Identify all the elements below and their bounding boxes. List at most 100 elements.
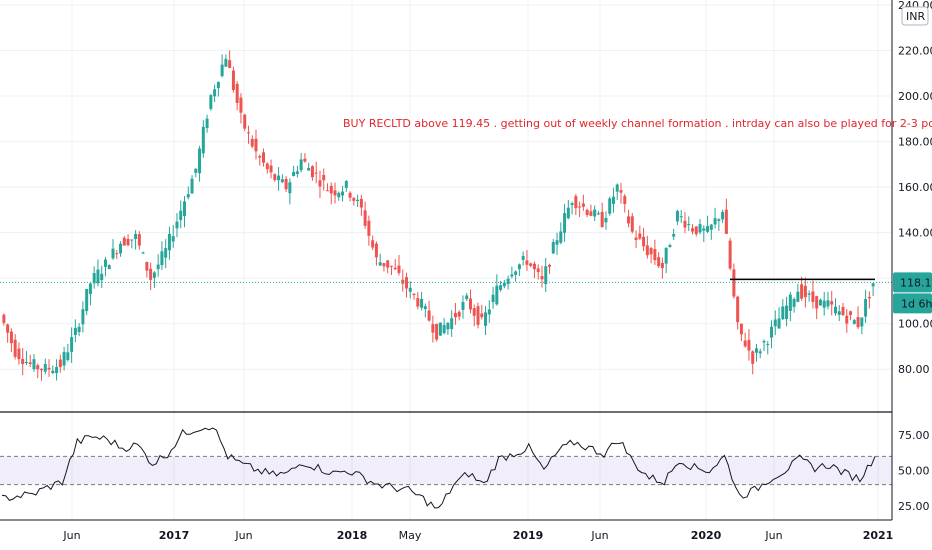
candle-body bbox=[21, 358, 25, 364]
candle-body bbox=[107, 265, 111, 270]
candle-body bbox=[864, 299, 868, 317]
candle-body bbox=[401, 279, 405, 284]
candle-body bbox=[788, 294, 792, 311]
candle-body bbox=[243, 114, 247, 129]
countdown-label: 1d 6h bbox=[901, 297, 932, 310]
candle-body bbox=[329, 185, 333, 194]
candle-body bbox=[683, 220, 687, 228]
candle-body bbox=[645, 245, 649, 256]
candle-body bbox=[386, 260, 390, 268]
last-price-badge-bg bbox=[893, 272, 932, 293]
candle-body bbox=[480, 313, 484, 318]
candle-body bbox=[694, 226, 698, 235]
price-tick-label: 80.00 bbox=[898, 363, 930, 376]
candle-body bbox=[502, 282, 506, 287]
candle-body bbox=[747, 339, 751, 351]
candle-body bbox=[446, 322, 450, 330]
candle-body bbox=[9, 331, 13, 344]
candle-body bbox=[672, 234, 676, 237]
candle-body bbox=[81, 309, 85, 325]
candle-body bbox=[830, 301, 834, 305]
candle-body bbox=[721, 211, 725, 220]
candle-body bbox=[6, 324, 10, 333]
candle-body bbox=[51, 370, 55, 374]
candle-body bbox=[359, 198, 363, 208]
candle-body bbox=[837, 311, 841, 315]
candle-body bbox=[852, 320, 856, 324]
candle-body bbox=[307, 167, 311, 171]
candle-body bbox=[754, 348, 758, 353]
candle-body bbox=[122, 237, 126, 246]
candle-body bbox=[348, 192, 352, 198]
candle-body bbox=[514, 271, 518, 275]
candle-body bbox=[13, 339, 17, 357]
candle-body bbox=[43, 363, 47, 372]
candle-body bbox=[363, 210, 367, 226]
candle-body bbox=[540, 276, 544, 280]
candle-body bbox=[265, 163, 269, 170]
candle-body bbox=[393, 267, 397, 270]
candle-body bbox=[24, 362, 28, 364]
candle-body bbox=[149, 268, 153, 280]
candle-body bbox=[85, 289, 89, 311]
candle-body bbox=[826, 300, 830, 307]
price-tick-label: 180.00 bbox=[898, 136, 932, 149]
candle-body bbox=[55, 367, 59, 374]
candle-body bbox=[867, 296, 871, 299]
candle-body bbox=[484, 312, 488, 326]
candle-body bbox=[649, 248, 653, 255]
candle-body bbox=[845, 315, 849, 324]
countdown-badge-bg bbox=[893, 293, 932, 314]
candle-body bbox=[303, 158, 307, 162]
time-tick-label: May bbox=[399, 529, 422, 542]
candle-body bbox=[589, 211, 593, 216]
candle-body bbox=[736, 296, 740, 323]
candle-body bbox=[611, 196, 615, 205]
candle-body bbox=[318, 180, 322, 187]
time-tick-label: 2018 bbox=[337, 529, 368, 542]
currency-label: INR bbox=[906, 10, 925, 23]
candle-body bbox=[371, 240, 375, 248]
candle-body bbox=[262, 152, 266, 163]
candle-body bbox=[137, 234, 141, 246]
candle-body bbox=[288, 182, 292, 194]
candle-body bbox=[36, 365, 40, 370]
candle-body bbox=[314, 172, 318, 174]
candle-body bbox=[224, 58, 228, 67]
candle-body bbox=[167, 233, 171, 251]
candle-body bbox=[322, 174, 326, 181]
candle-body bbox=[273, 174, 277, 181]
candle-body bbox=[811, 291, 815, 302]
candle-body bbox=[724, 209, 728, 234]
candle-body bbox=[277, 175, 281, 181]
candle-body bbox=[642, 236, 646, 247]
candle-body bbox=[627, 216, 631, 224]
candle-body bbox=[70, 337, 74, 352]
candle-body bbox=[525, 260, 529, 265]
candle-body bbox=[356, 199, 360, 202]
candle-body bbox=[581, 203, 585, 207]
candle-body bbox=[130, 239, 134, 241]
candle-body bbox=[706, 226, 710, 232]
chart-annotation: BUY RECLTD above 119.45 . getting out of… bbox=[343, 117, 932, 130]
candle-body bbox=[141, 252, 145, 254]
candle-body bbox=[442, 325, 446, 334]
candle-body bbox=[559, 231, 563, 243]
candle-body bbox=[239, 97, 243, 113]
candle-body bbox=[818, 299, 822, 306]
candle-body bbox=[254, 138, 258, 152]
candle-body bbox=[183, 201, 187, 217]
candle-body bbox=[563, 213, 567, 233]
candle-body bbox=[833, 306, 837, 314]
candle-body bbox=[77, 326, 81, 333]
candle-body bbox=[510, 274, 514, 277]
candle-body bbox=[529, 263, 533, 266]
candle-body bbox=[773, 319, 777, 327]
candle-body bbox=[815, 296, 819, 309]
candle-body bbox=[709, 224, 713, 230]
candle-body bbox=[551, 241, 555, 254]
candle-body bbox=[465, 295, 469, 300]
candle-body bbox=[476, 306, 480, 325]
candle-body bbox=[732, 269, 736, 297]
